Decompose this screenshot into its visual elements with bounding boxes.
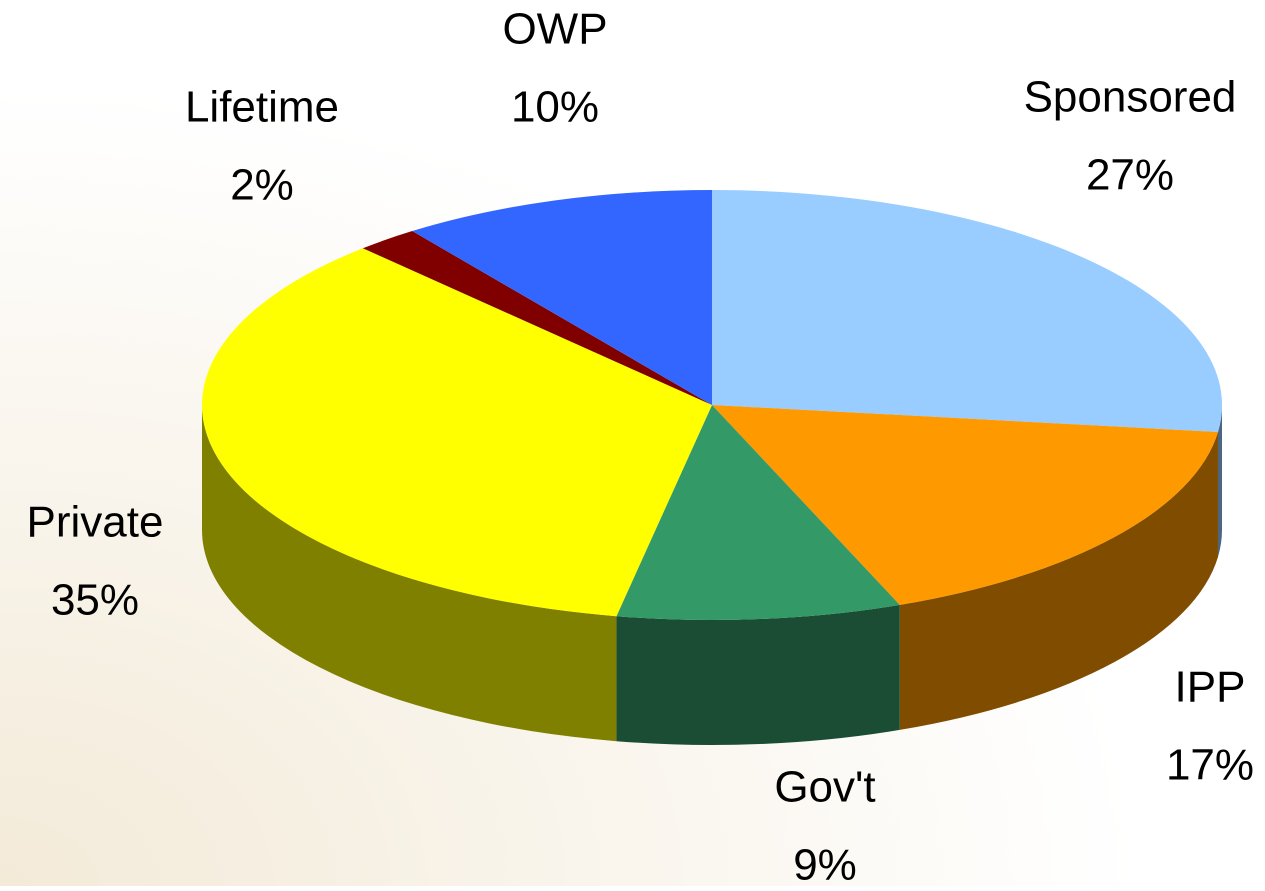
slice-value-label: 27%	[1086, 151, 1174, 200]
slice-value-label: 10%	[511, 83, 599, 132]
pie-slice	[616, 405, 900, 620]
pie-slice	[201, 248, 712, 617]
pie-slice	[412, 190, 712, 405]
slice-label: Lifetime	[185, 83, 339, 132]
slice-value-label: 2%	[230, 161, 294, 210]
pie-side	[899, 431, 1218, 730]
pie-slice	[362, 231, 712, 405]
slice-value-label: 17%	[1166, 741, 1254, 790]
pie-slice	[712, 405, 1218, 605]
pie-side	[1217, 405, 1222, 557]
pie-side	[616, 604, 900, 745]
slice-value-label: 9%	[793, 841, 857, 886]
slice-value-label: 35%	[51, 576, 139, 625]
pie-side	[202, 405, 617, 742]
slice-label: Gov't	[774, 763, 875, 812]
slice-label: Sponsored	[1024, 73, 1237, 122]
slice-label: IPP	[1175, 663, 1246, 712]
slice-label: OWP	[502, 5, 607, 54]
pie-slice	[712, 190, 1222, 432]
slice-label: Private	[27, 498, 164, 547]
